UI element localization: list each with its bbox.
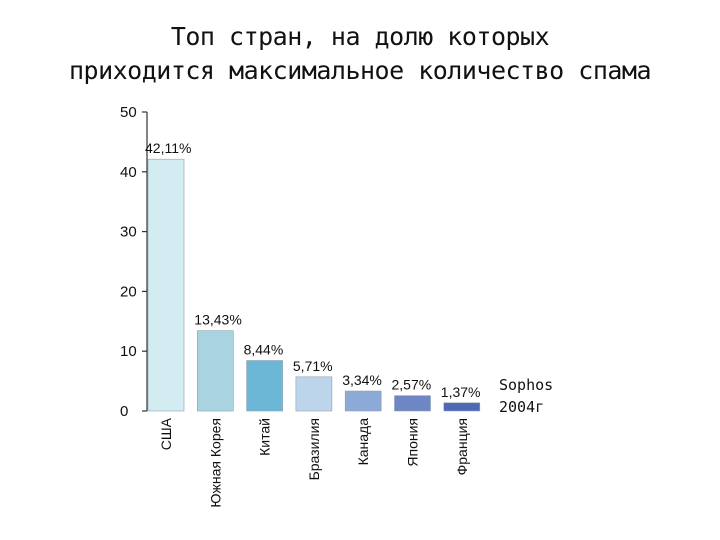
data-label: 13,43%	[194, 312, 241, 328]
y-tick-label: 50	[120, 104, 137, 121]
category-label: Франция	[454, 418, 470, 475]
data-labels: 42,11% 13,43%8,44% 5,71% 3,34% 2,57% 1,37%	[145, 140, 481, 400]
y-tick-label: 0	[120, 403, 128, 420]
year-annotation: 2004г	[499, 398, 545, 416]
bar	[197, 330, 234, 412]
category-label: Бразилия	[306, 418, 322, 480]
y-tick-label: 40	[120, 164, 137, 181]
y-axis: 0 10 20 30 40 50	[120, 104, 148, 420]
category-label: США	[158, 417, 174, 450]
chart-title-line-2: приходится максимальное количество спама	[68, 56, 652, 85]
y-tick-label: 30	[120, 224, 137, 241]
category-labels: США Южная Корея Китай Бразилия Канада Япония Ф…	[158, 417, 470, 507]
bar	[443, 402, 481, 412]
source-annotation: Sophos	[499, 376, 554, 394]
bar	[295, 376, 333, 412]
y-tick-label: 20	[120, 283, 137, 300]
bar	[246, 360, 283, 412]
category-label: Китай	[257, 418, 273, 456]
y-tick-label: 10	[120, 343, 137, 360]
bars	[147, 158, 481, 412]
bar	[147, 158, 185, 412]
data-label: 5,71%	[293, 358, 333, 374]
category-label: Канада	[355, 418, 371, 466]
data-label: 3,34%	[342, 372, 382, 388]
chart-title-line-1: Топ стран, на долю которых	[170, 22, 550, 51]
bar	[344, 390, 382, 412]
bar	[394, 395, 431, 412]
data-label: 1,37%	[441, 384, 481, 400]
category-label: Южная Корея	[207, 418, 223, 508]
data-label: 2,57%	[392, 377, 432, 393]
category-label: Япония	[405, 418, 421, 467]
data-label: 8,44%	[244, 342, 284, 358]
data-label: 42,11%	[145, 140, 191, 156]
